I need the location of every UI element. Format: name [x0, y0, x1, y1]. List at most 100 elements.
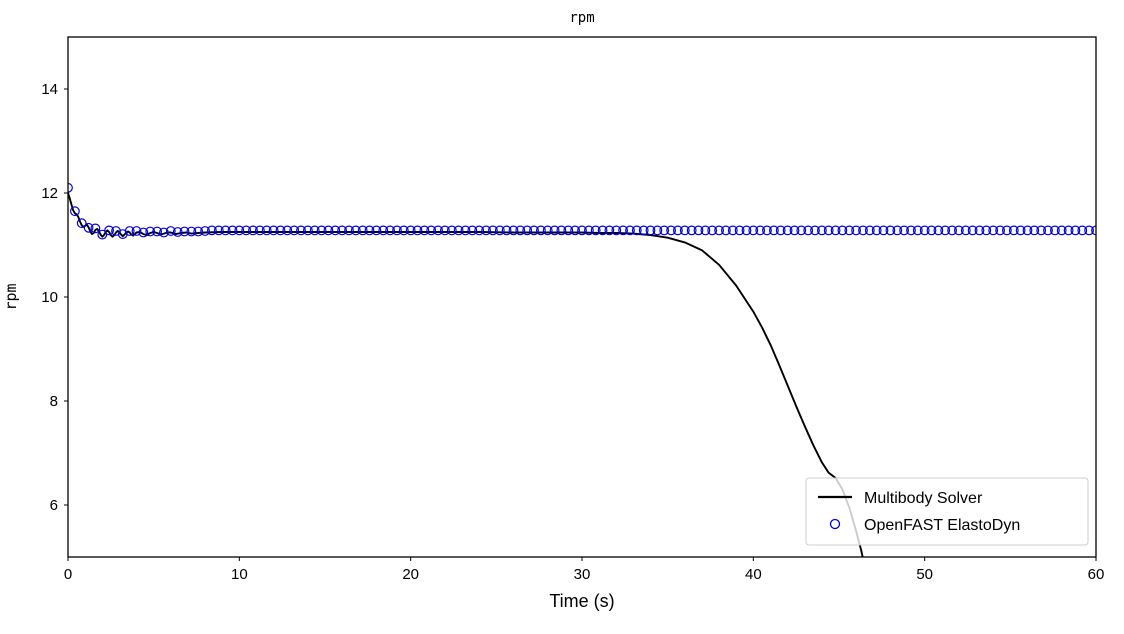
openfast-marker	[618, 225, 628, 236]
y-tick-label: 14	[41, 81, 58, 98]
openfast-marker	[967, 225, 978, 236]
openfast-marker	[158, 227, 169, 238]
openfast-marker	[782, 225, 793, 236]
openfast-marker	[138, 227, 149, 238]
openfast-marker	[1056, 225, 1067, 236]
openfast-marker	[261, 225, 272, 236]
openfast-marker	[337, 225, 348, 236]
openfast-marker	[323, 225, 334, 236]
openfast-marker	[1022, 225, 1033, 236]
openfast-marker	[371, 225, 382, 236]
openfast-marker	[248, 225, 258, 236]
openfast-marker	[830, 225, 841, 236]
openfast-marker	[693, 225, 704, 236]
y-axis-label: rpm	[2, 283, 20, 310]
openfast-marker	[652, 225, 663, 236]
openfast-marker	[981, 225, 992, 236]
openfast-marker	[817, 225, 827, 236]
openfast-marker	[748, 225, 759, 236]
openfast-marker	[330, 225, 341, 236]
openfast-marker	[1063, 225, 1074, 236]
openfast-marker	[522, 225, 533, 236]
openfast-marker	[494, 225, 505, 236]
openfast-marker	[364, 225, 375, 236]
openfast-marker	[515, 225, 526, 236]
chart-title: rpm	[569, 10, 594, 26]
openfast-marker	[926, 225, 937, 236]
openfast-marker	[440, 225, 450, 236]
openfast-marker	[638, 225, 649, 236]
openfast-marker	[542, 225, 553, 236]
openfast-marker	[563, 225, 574, 236]
openfast-marker	[700, 225, 711, 236]
openfast-marker	[721, 225, 731, 236]
openfast-marker	[1002, 225, 1012, 236]
y-tick-label: 6	[50, 497, 58, 514]
openfast-marker	[433, 225, 444, 236]
openfast-marker	[69, 206, 80, 217]
openfast-marker	[412, 225, 423, 236]
x-tick-label: 30	[574, 566, 591, 583]
openfast-marker	[727, 225, 738, 236]
openfast-marker	[453, 225, 464, 236]
openfast-marker	[556, 225, 567, 236]
openfast-marker	[385, 225, 396, 236]
openfast-marker	[570, 225, 580, 236]
openfast-marker	[864, 225, 875, 236]
openfast-marker	[995, 225, 1005, 236]
openfast-marker	[796, 225, 807, 236]
openfast-marker	[460, 225, 471, 236]
openfast-marker	[268, 225, 279, 236]
openfast-marker	[474, 225, 485, 236]
openfast-marker	[405, 225, 416, 236]
openfast-marker	[604, 225, 615, 236]
openfast-marker	[892, 225, 903, 236]
openfast-marker	[844, 225, 855, 236]
openfast-marker	[960, 225, 971, 236]
openfast-marker	[227, 225, 238, 236]
openfast-marker	[124, 226, 135, 236]
openfast-marker	[940, 225, 951, 236]
openfast-marker	[254, 225, 265, 236]
y-tick-label: 10	[41, 289, 58, 306]
openfast-marker	[200, 226, 211, 236]
openfast-marker	[488, 225, 498, 236]
openfast-marker	[947, 225, 957, 236]
legend-box	[805, 477, 1089, 546]
openfast-marker	[645, 225, 656, 236]
openfast-marker	[631, 225, 642, 236]
openfast-marker	[501, 225, 512, 236]
openfast-marker	[871, 225, 882, 236]
openfast-marker	[350, 225, 361, 236]
openfast-marker	[769, 225, 779, 236]
openfast-marker	[584, 225, 594, 236]
openfast-marker	[467, 225, 478, 236]
openfast-marker	[673, 225, 683, 236]
openfast-marker	[344, 225, 354, 236]
openfast-marker	[398, 225, 409, 236]
openfast-marker	[611, 225, 622, 236]
openfast-marker	[357, 225, 368, 236]
openfast-marker	[179, 226, 190, 237]
openfast-marker	[76, 218, 87, 229]
openfast-marker	[885, 225, 896, 236]
openfast-marker	[775, 225, 786, 236]
openfast-marker	[303, 225, 313, 236]
openfast-marker	[549, 225, 560, 236]
openfast-marker	[1029, 225, 1040, 236]
openfast-marker	[899, 225, 909, 236]
openfast-marker	[296, 225, 306, 236]
openfast-marker	[275, 225, 286, 236]
openfast-marker	[145, 226, 156, 237]
openfast-marker	[858, 225, 868, 236]
openfast-marker	[1084, 225, 1094, 236]
openfast-marker	[789, 225, 800, 236]
openfast-markers	[68, 182, 1096, 240]
openfast-marker	[577, 225, 587, 236]
openfast-marker	[707, 225, 718, 236]
openfast-marker	[90, 223, 101, 234]
openfast-marker	[1008, 225, 1019, 236]
axes-frame	[67, 36, 1097, 558]
x-tick-label: 40	[745, 566, 762, 583]
